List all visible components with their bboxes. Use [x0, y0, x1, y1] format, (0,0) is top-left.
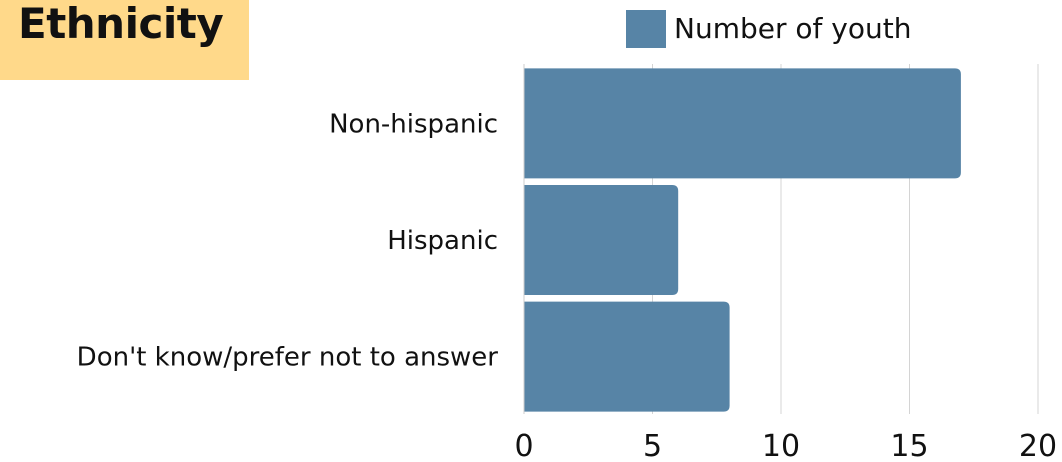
category-label: Don't know/prefer not to answer — [77, 343, 499, 373]
legend-swatch — [626, 10, 666, 48]
bar — [524, 185, 679, 295]
bar — [524, 301, 730, 412]
category-label: Hispanic — [387, 226, 498, 256]
x-tick-label: 5 — [643, 429, 662, 462]
x-tick-label: 10 — [762, 429, 800, 462]
x-tick-label: 0 — [514, 429, 533, 462]
x-tick-label: 20 — [1019, 429, 1057, 462]
category-label: Non-hispanic — [329, 109, 498, 139]
page-title: Ethnicity — [18, 0, 224, 48]
title-banner: Ethnicity — [0, 0, 249, 80]
legend-label: Number of youth — [674, 12, 911, 45]
bar — [524, 68, 961, 179]
x-tick-label: 15 — [890, 429, 928, 462]
